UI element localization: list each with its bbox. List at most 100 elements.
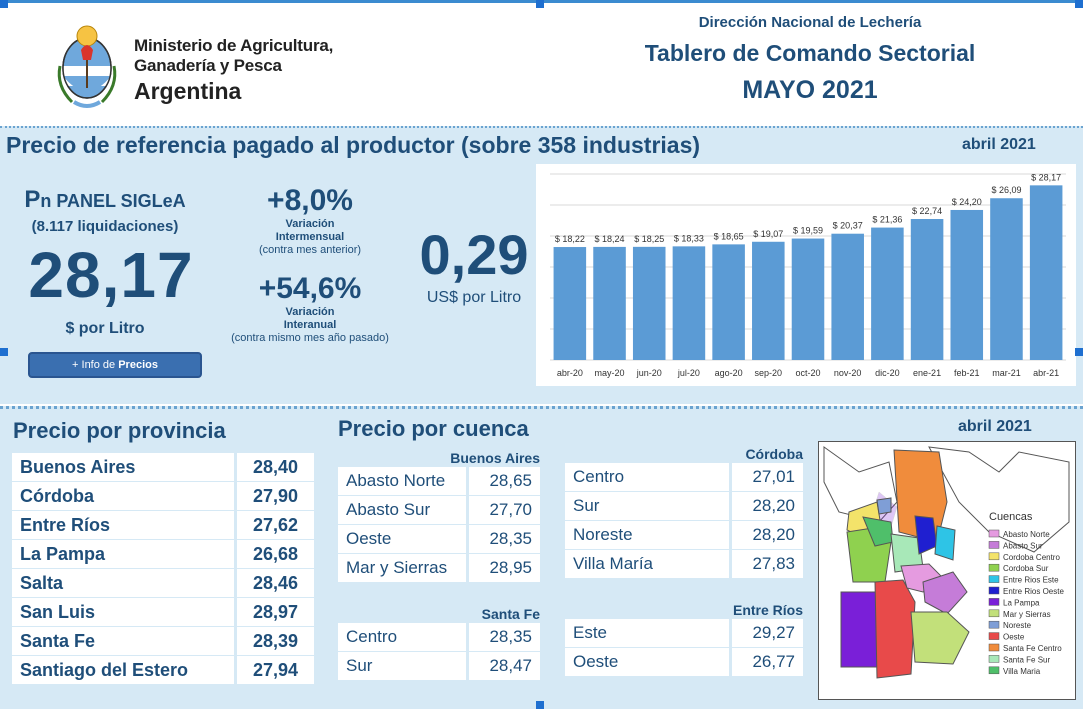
legend-label: Abasto Sur [1003, 541, 1043, 550]
liquidaciones-count: (8.117 liquidaciones) [31, 218, 179, 235]
chart-bar [831, 233, 864, 360]
ministry-line-2: Ganadería y Pesca [134, 56, 282, 75]
basin-group-header: Entre Ríos [732, 602, 803, 618]
basin-row: Mar y Sierras 28,95 [338, 554, 540, 582]
chart-tick-label: sep-20 [755, 368, 783, 378]
chart-tick-label: jun-20 [636, 368, 662, 378]
chart-bar [950, 209, 984, 360]
reference-price-value: 28,17 [28, 239, 194, 311]
chart-data-label: $ 24,20 [952, 197, 982, 207]
basin-group-header: Santa Fe [481, 606, 540, 622]
legend-label: Entre Rios Este [1003, 576, 1059, 585]
legend-label: Villa Maria [1003, 667, 1041, 676]
info-button-prefix: + Info de [72, 359, 119, 371]
info-button-bold: Precios [118, 359, 158, 371]
info-prices-button[interactable]: + Info de Precios [28, 352, 202, 378]
province-row: Santiago del Estero 27,94 [12, 656, 314, 684]
chart-bar [871, 227, 904, 360]
map-legend-title: Cuencas [989, 511, 1033, 523]
basin-row: Noreste 28,20 [565, 521, 803, 549]
annual-variation-label2: Interanual [283, 319, 337, 331]
basins-map-svg: Cuencas Abasto Norte Abasto Sur Cordoba Ce… [823, 446, 1070, 679]
chart-bar [990, 198, 1023, 360]
monthly-variation-sub: (contra mes anterior) [258, 244, 362, 256]
annual-variation-value: +54,6% [258, 272, 362, 305]
monthly-variation-label1: Variación [285, 218, 335, 230]
basin-row: Oeste 26,77 [565, 648, 803, 676]
chart-data-label: $ 21,36 [872, 215, 902, 225]
legend-swatch [988, 541, 1000, 549]
page-title: Tablero de Comando Sectorial [644, 40, 976, 66]
chart-bar [791, 238, 825, 360]
basin-name: Villa María [565, 550, 729, 578]
chart-tick-label: nov-20 [834, 368, 862, 378]
province-value: 27,62 [234, 511, 314, 539]
chart-data-label: $ 19,07 [753, 229, 783, 239]
monthly-variation-value: +8,0% [267, 184, 353, 217]
selection-handle [536, 701, 544, 709]
basins-map: Cuencas Abasto Norte Abasto Sur Cordoba Ce… [818, 441, 1076, 700]
reference-price-unit: $ por Litro [65, 320, 145, 337]
reference-date: abril 2021 [962, 136, 1036, 153]
province-value: 27,94 [234, 656, 314, 684]
basin-row: Abasto Sur 27,70 [338, 496, 540, 524]
annual-variation: +54,6% Variación Interanual (contra mism… [210, 272, 410, 345]
chart-bar [672, 246, 706, 360]
legend-swatch [988, 563, 1000, 572]
chart-data-label: $ 18,25 [634, 234, 664, 244]
basin-group-entre-rios: Entre Ríos Este 29,27 Oeste 26,77 [565, 602, 803, 677]
province-name: Buenos Aires [12, 453, 234, 481]
province-row: San Luis 28,97 [12, 598, 314, 626]
monthly-variation-label2: Intermensual [275, 231, 345, 243]
pn-prefix: P [24, 186, 41, 213]
pn-panel-label: Pn PANEL SIGLeA (8.117 liquidaciones) [20, 186, 190, 235]
monthly-variation: +8,0% Variación Intermensual (contra mes… [240, 184, 380, 257]
province-value: 28,39 [234, 627, 314, 655]
basin-row: Centro 28,35 [338, 623, 540, 651]
selection-handle [1075, 0, 1083, 8]
province-name: Salta [12, 569, 234, 597]
legend-label: La Pampa [1003, 598, 1040, 607]
province-row: Salta 28,46 [12, 569, 314, 597]
chart-bar [593, 246, 626, 360]
basin-value: 28,47 [466, 652, 540, 680]
legend-label: Mar y Sierras [1003, 610, 1051, 619]
argentina-coat-of-arms-icon [52, 16, 122, 112]
province-name: La Pampa [12, 540, 234, 568]
province-name: Santa Fe [12, 627, 234, 655]
legend-swatch [988, 620, 1000, 629]
basin-name: Centro [565, 463, 729, 491]
province-value: 28,40 [234, 453, 314, 481]
basin-row: Sur 28,47 [338, 652, 540, 680]
basin-row: Villa María 27,83 [565, 550, 803, 578]
province-name: Entre Ríos [12, 511, 234, 539]
usd-price: 0,29 US$ por Litro [412, 222, 536, 307]
province-row: Santa Fe 28,39 [12, 627, 314, 655]
province-value: 26,68 [234, 540, 314, 568]
ministry-name: Ministerio de Agricultura, Ganadería y P… [134, 36, 333, 105]
basin-value: 28,95 [466, 554, 540, 582]
chart-tick-label: may-20 [595, 368, 625, 378]
basin-name: Abasto Norte [338, 467, 466, 495]
report-month: MAYO 2021 [742, 76, 878, 104]
basin-row: Abasto Norte 28,65 [338, 467, 540, 495]
basin-value: 29,27 [729, 619, 803, 647]
ministry-line-1: Ministerio de Agricultura, [134, 36, 334, 55]
legend-swatch [988, 575, 1000, 583]
basin-value: 27,01 [729, 463, 803, 491]
basin-name: Mar y Sierras [338, 554, 466, 582]
chart-bar [632, 246, 666, 360]
province-row: Buenos Aires 28,40 [12, 453, 314, 481]
chart-data-label: $ 26,09 [991, 185, 1021, 195]
chart-tick-label: abr-20 [557, 368, 583, 378]
province-name: San Luis [12, 598, 234, 626]
basin-value: 28,35 [466, 525, 540, 553]
basin-group-buenos-aires: Buenos Aires Abasto Norte 28,65 Abasto Sur… [338, 450, 540, 583]
legend-swatch [988, 598, 1000, 606]
basin-value: 28,35 [466, 623, 540, 651]
basin-group-cordoba: Córdoba Centro 27,01 Sur 28,20 Noreste 28,20 V… [565, 446, 803, 579]
basin-name: Este [565, 619, 729, 647]
basin-name: Sur [338, 652, 466, 680]
basin-name: Centro [338, 623, 466, 651]
legend-swatch [988, 655, 1000, 663]
